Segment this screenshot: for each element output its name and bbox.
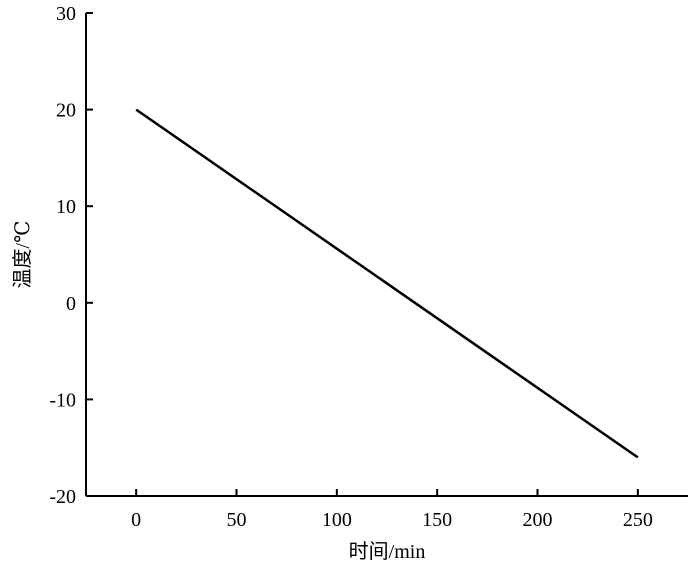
y-tick-label: 0 <box>66 293 76 315</box>
ticks: -20 -10 0 10 20 30 0 50 100 150 200 250 <box>49 3 653 531</box>
x-tick-label: 50 <box>227 509 247 531</box>
x-tick-label: 250 <box>623 509 653 531</box>
y-tick-label: 20 <box>56 100 76 122</box>
y-tick-label: -10 <box>49 389 76 411</box>
x-tick-label: 100 <box>322 509 352 531</box>
axes <box>85 13 688 497</box>
x-tick-label: 200 <box>523 509 553 531</box>
x-tick-label: 0 <box>131 509 141 531</box>
series-layer <box>135 108 639 459</box>
y-tick-label: 30 <box>56 3 76 25</box>
x-tick-label: 150 <box>422 509 452 531</box>
y-tick-label: -20 <box>49 486 76 508</box>
x-axis-title: 时间/min <box>349 540 426 563</box>
series-line <box>135 108 639 459</box>
y-axis-title: 温度/℃ <box>11 221 34 289</box>
y-tick-label: 10 <box>56 196 76 218</box>
